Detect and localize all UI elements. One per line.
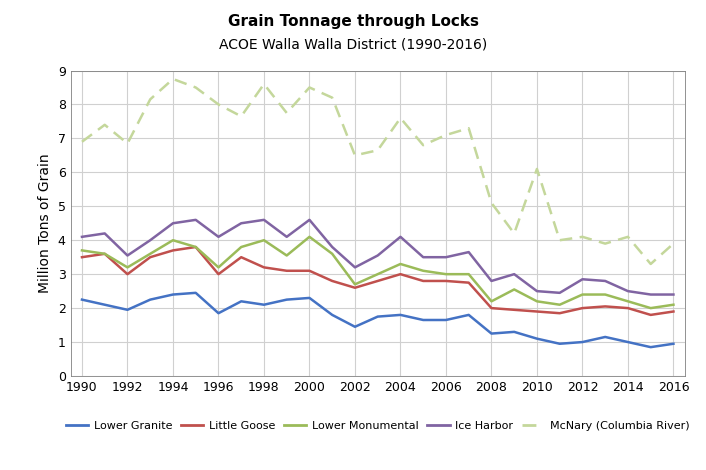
Text: Grain Tonnage through Locks: Grain Tonnage through Locks xyxy=(227,14,479,29)
Text: ACOE Walla Walla District (1990-2016): ACOE Walla Walla District (1990-2016) xyxy=(219,38,487,52)
Y-axis label: Million Tons of Grain: Million Tons of Grain xyxy=(38,153,52,293)
Legend: Lower Granite, Little Goose, Lower Monumental, Ice Harbor, McNary (Columbia Rive: Lower Granite, Little Goose, Lower Monum… xyxy=(66,421,690,431)
